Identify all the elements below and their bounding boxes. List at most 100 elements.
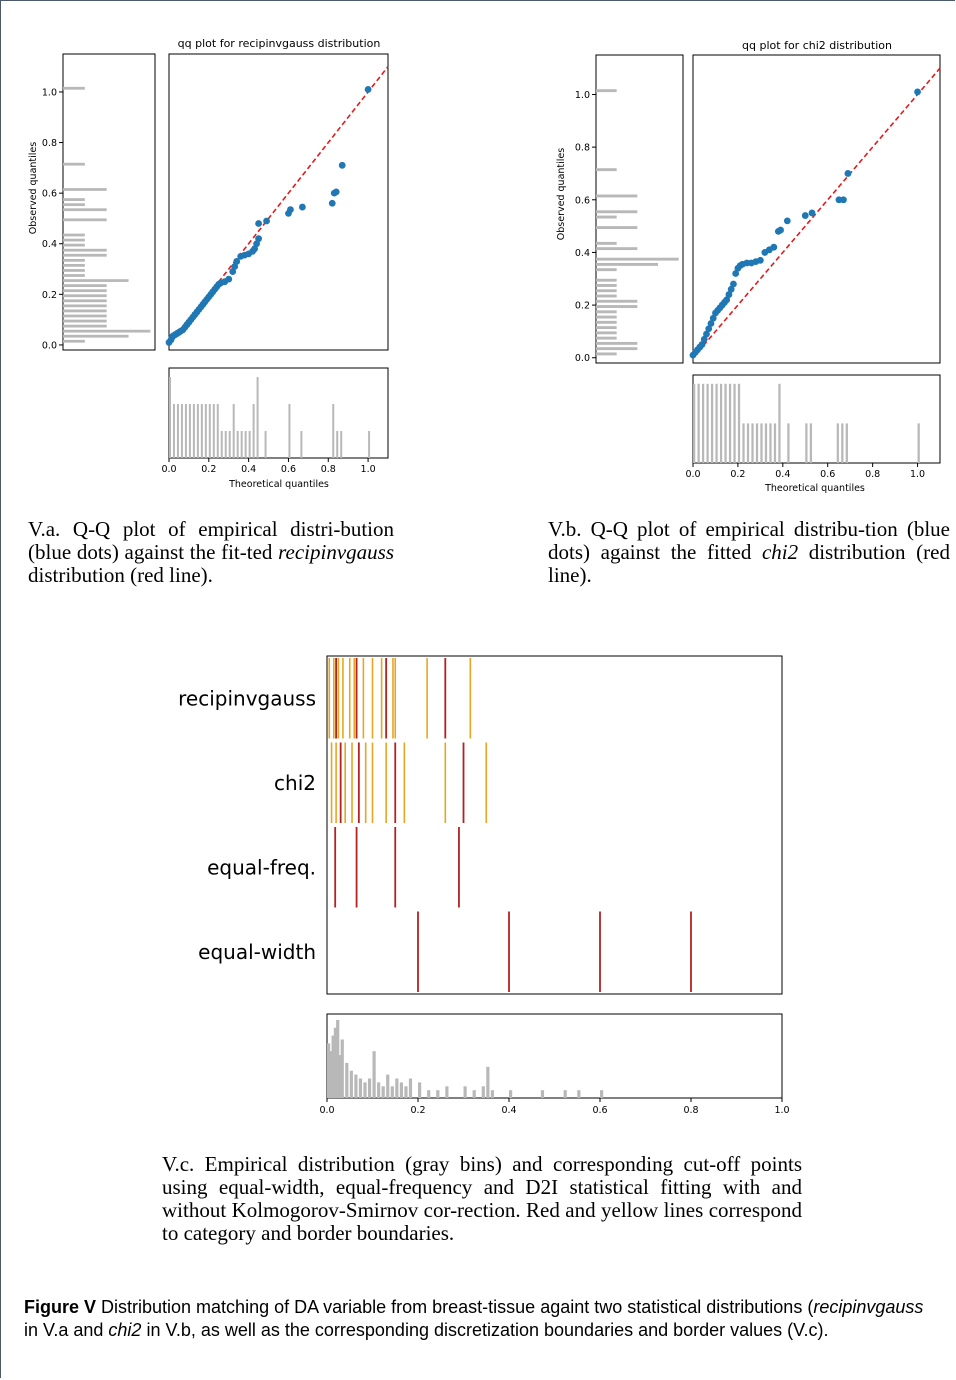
- qq-point: [255, 235, 262, 243]
- x-tick-label: 1.0: [910, 469, 925, 480]
- qq-point: [914, 88, 921, 96]
- x-hist-bar: [204, 404, 207, 458]
- qq-point: [287, 206, 294, 213]
- qq-point: [756, 256, 764, 264]
- x-hist-bar: [208, 404, 211, 458]
- hist-bar: [333, 1027, 338, 1098]
- x-hist-bar: [332, 404, 335, 458]
- hist-bar: [345, 1062, 349, 1098]
- x-hist-bar: [300, 431, 303, 458]
- qq-point: [703, 330, 710, 338]
- y-tick-label: 0.2: [575, 301, 590, 312]
- x-hist-bar: [845, 423, 848, 463]
- hist-bar: [563, 1090, 567, 1098]
- y-hist-bar: [63, 274, 85, 277]
- qq-point: [698, 341, 706, 348]
- qq-plot-recipinvgauss: qq plot for recipinvgauss distribution O…: [28, 37, 389, 490]
- y-hist-bar: [63, 299, 107, 303]
- y-hist-bar: [596, 315, 617, 319]
- y-hist-bar: [63, 203, 85, 207]
- row-label: chi2: [274, 771, 316, 795]
- hist-bar: [386, 1074, 390, 1098]
- cut-frame: [326, 655, 783, 995]
- qq-point: [770, 243, 778, 251]
- x-hist-bar: [240, 431, 243, 458]
- qq-point: [840, 196, 847, 204]
- qq-point: [233, 258, 241, 265]
- hist-bar: [463, 1086, 467, 1098]
- x-hist-bar: [220, 431, 223, 458]
- y-hist-bar: [596, 299, 638, 303]
- x-tick-label: 0.4: [501, 1105, 516, 1116]
- y-hist-bar: [596, 241, 617, 245]
- y-tick-label: 0.6: [575, 195, 590, 206]
- y-hist-bar: [63, 269, 85, 272]
- x-hist-bar: [368, 431, 371, 458]
- y-hist-bar: [596, 215, 617, 219]
- x-hist-bar: [188, 404, 191, 458]
- y-hist-bar: [596, 89, 617, 93]
- x-hist-bar: [746, 423, 750, 463]
- y-hist-bar: [596, 268, 617, 272]
- hist-bar: [408, 1078, 413, 1098]
- x-tick-label: 0.8: [865, 469, 880, 480]
- x-hist-bar: [216, 404, 219, 458]
- hist-bar: [490, 1090, 494, 1098]
- qq-point: [707, 320, 715, 327]
- x-hist-bar: [180, 404, 183, 458]
- caption-vb: V.b. Q-Q plot of empirical distribu-tion…: [548, 517, 950, 587]
- caption-va: V.a. Q-Q plot of empirical distri-bution…: [28, 517, 394, 587]
- y-histogram-frame: [595, 54, 684, 364]
- y-hist-bar: [63, 208, 107, 212]
- x-hist-bar: [836, 423, 839, 463]
- qq-point: [808, 209, 816, 217]
- x-hist-bar: [256, 377, 259, 458]
- x-tick-label: 0.4: [241, 464, 256, 475]
- hist-bar: [329, 1051, 333, 1098]
- x-hist-bar: [248, 431, 251, 458]
- y-hist-bar: [596, 262, 658, 266]
- qq-point: [732, 270, 740, 277]
- hist-bar: [540, 1090, 545, 1098]
- row-label: equal-freq.: [207, 855, 316, 879]
- y-hist-bar: [63, 334, 129, 338]
- y-hist-bar: [63, 284, 107, 288]
- hist-bar: [340, 1039, 344, 1098]
- qq-point: [263, 217, 270, 225]
- qq-point: [255, 220, 262, 227]
- y-hist-bar: [63, 289, 107, 293]
- hist-bar: [349, 1070, 353, 1098]
- y-hist-bar: [63, 218, 107, 222]
- y-hist-bar: [63, 253, 107, 257]
- hist-bar: [338, 1055, 342, 1098]
- qq-point: [725, 291, 733, 298]
- x-hist-bar: [336, 431, 339, 458]
- x-hist-bar: [917, 423, 920, 463]
- y-hist-bar: [596, 310, 617, 314]
- y-hist-bar: [596, 194, 638, 198]
- y-hist-bar: [596, 294, 617, 298]
- y-hist-bar: [63, 339, 85, 343]
- hist-bar: [445, 1086, 449, 1098]
- y-hist-bar: [63, 309, 107, 313]
- hist-bar: [381, 1086, 385, 1098]
- y-hist-bar: [63, 314, 107, 318]
- x-tick-label: 0.0: [319, 1105, 334, 1116]
- x-hist-bar: [733, 383, 736, 463]
- y-hist-bar: [63, 263, 85, 267]
- x-tick-label: 1.0: [361, 464, 376, 475]
- y-hist-bar: [63, 258, 85, 262]
- y-hist-bar: [596, 341, 638, 345]
- x-hist-bar: [340, 431, 343, 458]
- qq-point: [328, 199, 336, 207]
- x-hist-bar: [169, 377, 171, 458]
- x-tick-label: 0.6: [281, 464, 296, 475]
- x-axis-label: Theoretical quantiles: [228, 479, 329, 490]
- x-hist-bar: [719, 383, 723, 463]
- hist-bar: [395, 1078, 399, 1098]
- row-label: recipinvgauss: [178, 686, 316, 710]
- caption-vc: V.c. Empirical distribution (gray bins) …: [162, 1152, 802, 1245]
- y-hist-bar: [63, 329, 151, 333]
- hist-bar: [331, 1035, 335, 1098]
